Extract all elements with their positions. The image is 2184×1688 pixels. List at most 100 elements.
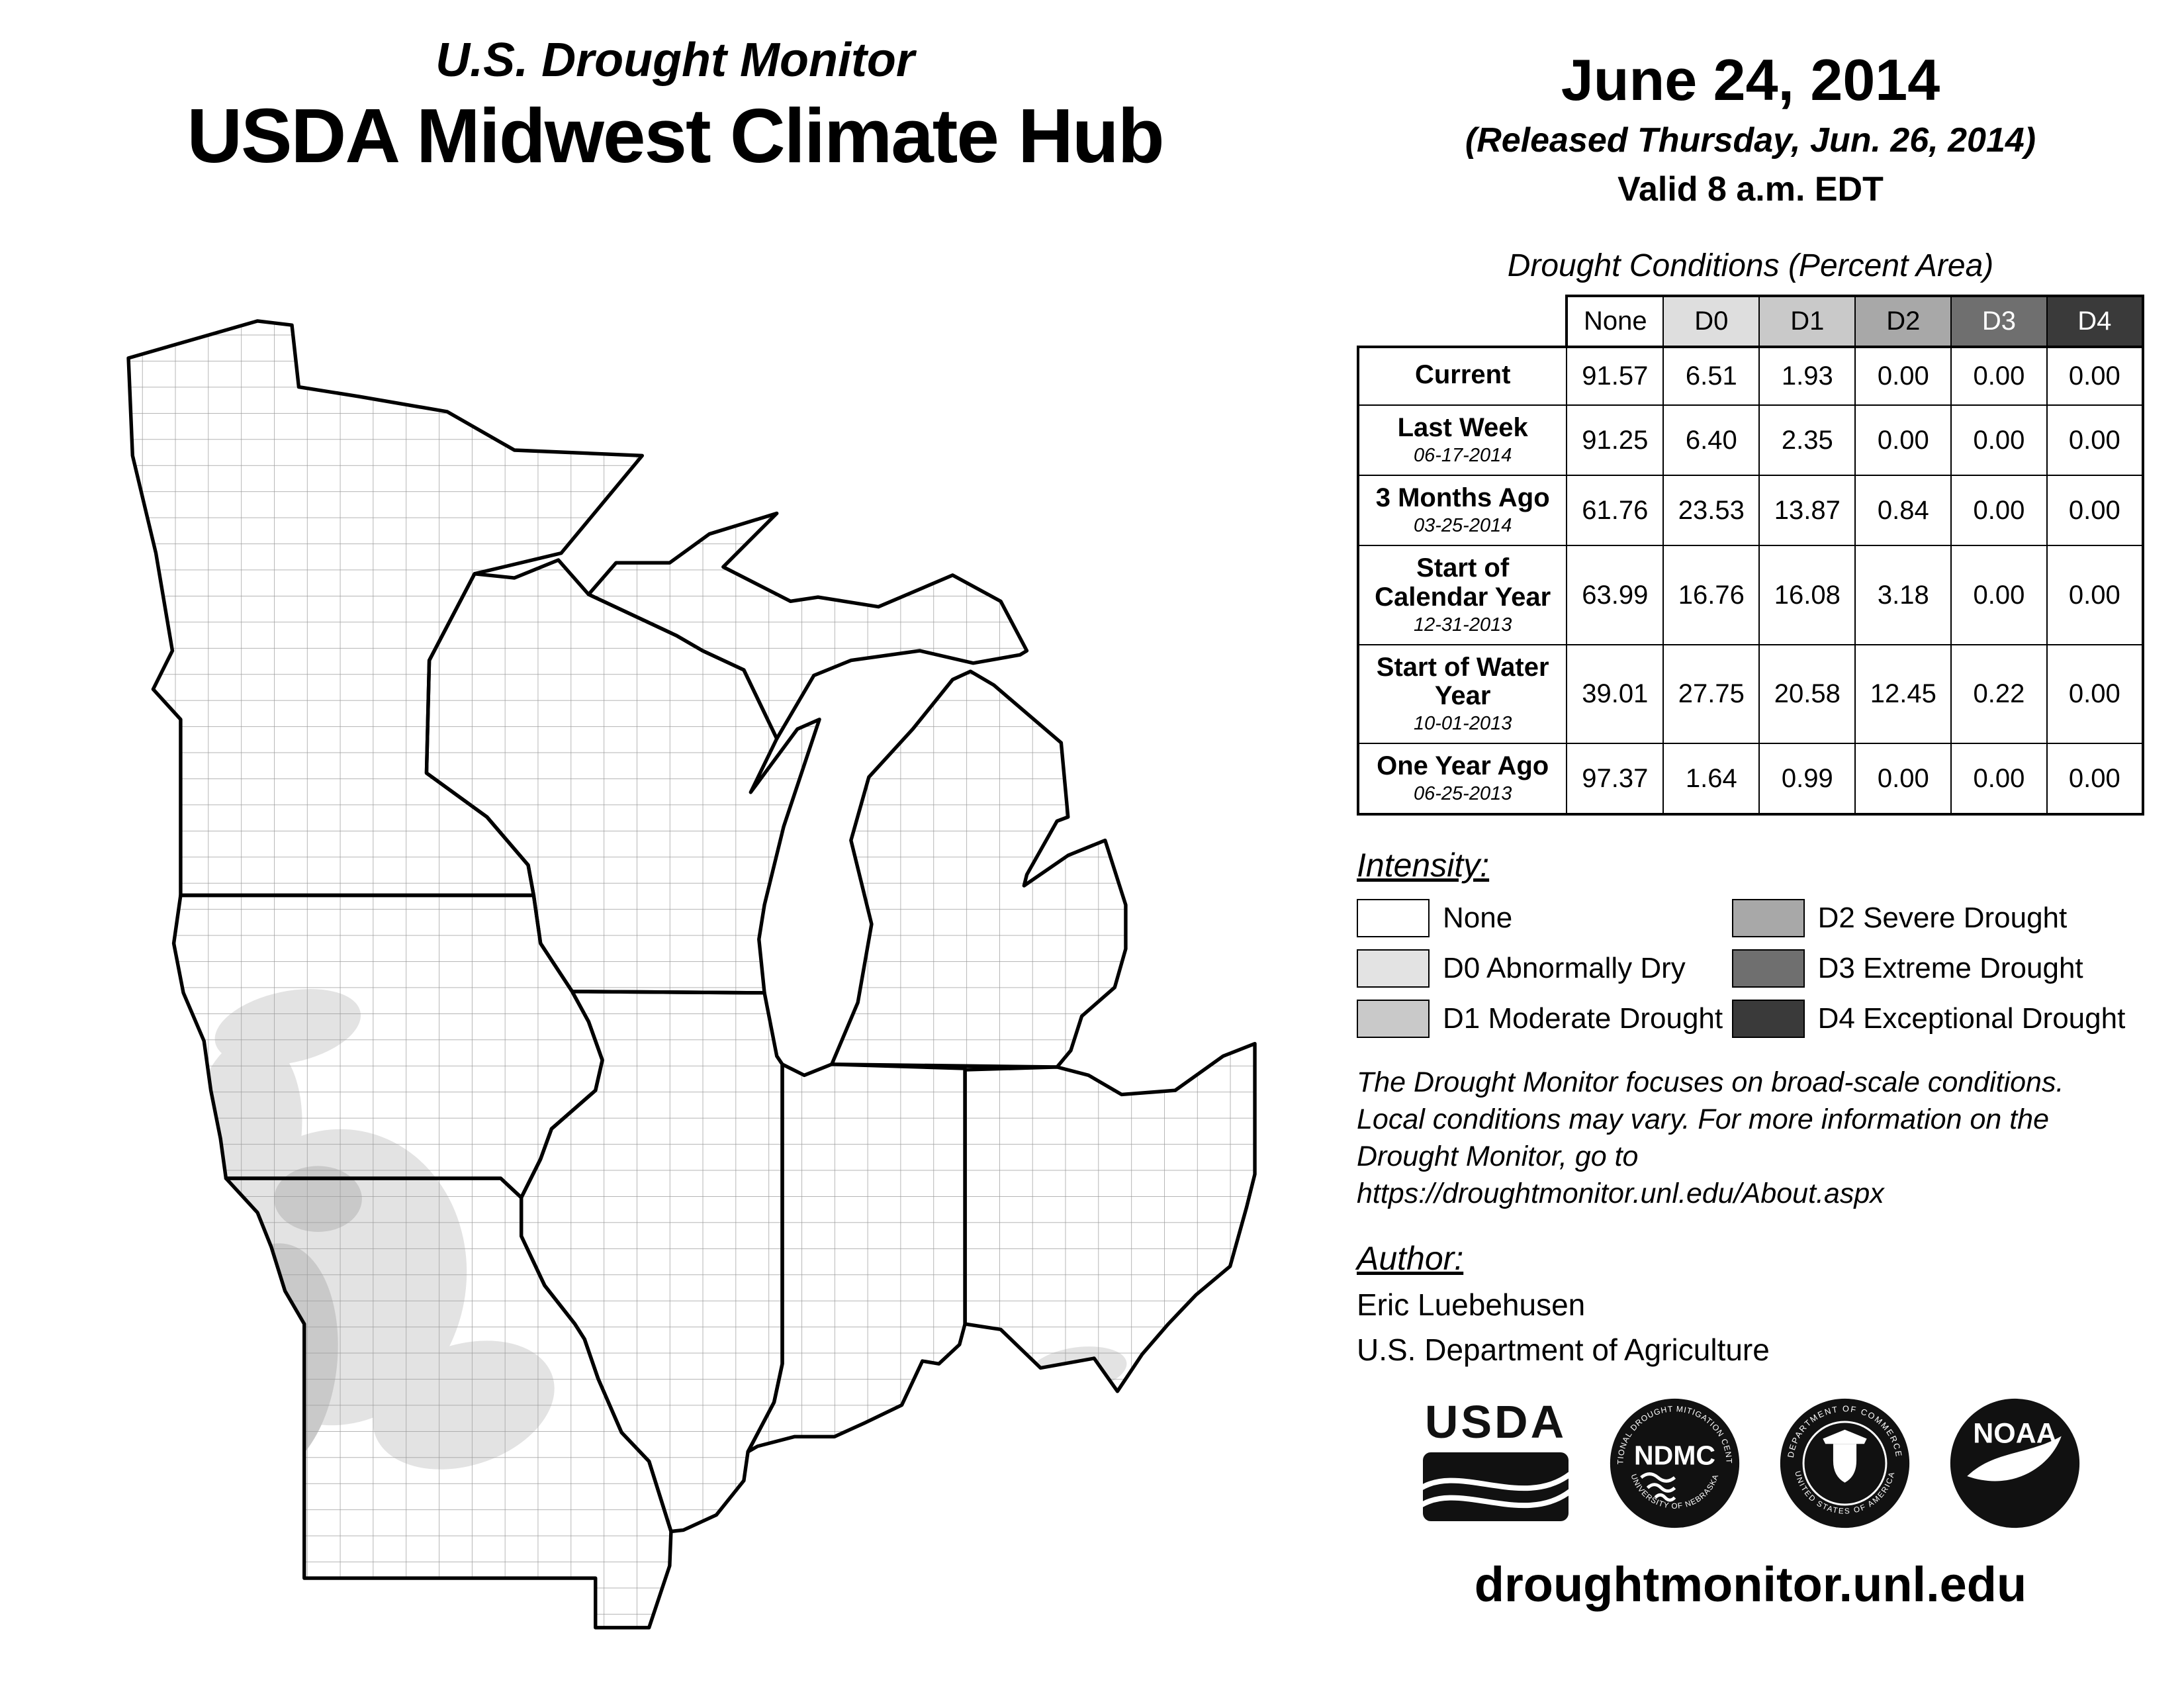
legend-title: Intensity: (1357, 847, 1490, 884)
cell-value: 2.35 (1758, 404, 1856, 477)
cell-value: 0.00 (2046, 475, 2145, 547)
cell-value: 0.00 (2046, 643, 2145, 745)
noaa-bird-icon (1966, 1436, 2062, 1481)
cell-value: 0.00 (2046, 346, 2145, 406)
cell-value: 13.87 (1758, 475, 1856, 547)
date-block: June 24, 2014 (Released Thursday, Jun. 2… (1357, 46, 2144, 209)
map-date: June 24, 2014 (1561, 47, 1940, 113)
drought-conditions-table: None D0 D1 D2 D3 D4 Current 91.57 6.51 1… (1356, 295, 2145, 816)
row-sublabel: 12-31-2013 (1414, 614, 1512, 635)
cell-value: 39.01 (1566, 643, 1664, 745)
legend-item-d2: D2 Severe Drought (1731, 899, 2144, 938)
page-title: USDA Midwest Climate Hub (187, 93, 1164, 179)
cell-value: 0.00 (1854, 404, 1952, 477)
cell-value: 0.00 (1950, 545, 2048, 645)
row-label-cell: 3 Months Ago 03-25-2014 (1356, 475, 1568, 547)
legend-label: D2 Severe Drought (1817, 902, 2068, 935)
cell-value: 20.58 (1758, 643, 1856, 745)
legend-swatch-d3 (1731, 949, 1805, 988)
legend-swatch-d1 (1357, 1000, 1430, 1039)
midwest-drought-map (109, 301, 1291, 1635)
column-header-d3: D3 (1950, 295, 2048, 348)
row-label-cell: One Year Ago 06-25-2013 (1356, 743, 1568, 816)
cell-value: 0.00 (1950, 346, 2048, 406)
usda-logo: USDA (1422, 1396, 1569, 1521)
cell-value: 0.99 (1758, 743, 1856, 816)
state-michigan-up (586, 511, 1029, 741)
cell-value: 27.75 (1662, 643, 1760, 745)
state-iowa (171, 893, 604, 1199)
ndmc-logo-text: NDMC (1634, 1440, 1715, 1470)
state-borders (126, 319, 1257, 1630)
doc-seal-logo: DEPARTMENT OF COMMERCE UNITED STATES OF … (1780, 1398, 1909, 1528)
state-michigan-lp (830, 669, 1128, 1069)
ndmc-waves-icon (1639, 1472, 1676, 1502)
table-header-row: None D0 D1 D2 D3 D4 (1358, 295, 2145, 348)
row-sublabel: 06-17-2014 (1414, 445, 1512, 467)
legend-item-d0: D0 Abnormally Dry (1357, 949, 1725, 988)
cell-value: 12.45 (1854, 643, 1952, 745)
cell-value: 0.00 (2046, 545, 2145, 645)
cell-value: 1.64 (1662, 743, 1760, 816)
disclaimer-line: The Drought Monitor focuses on broad-sca… (1357, 1066, 2064, 1099)
row-label-cell: Current (1356, 346, 1568, 406)
noaa-logo-text: NOAA (1973, 1417, 2056, 1449)
column-header-d0: D0 (1662, 295, 1760, 348)
legend-swatch-d2 (1731, 899, 1805, 938)
author-section: Author: Eric Luebehusen U.S. Department … (1357, 1239, 2144, 1368)
valid-time: Valid 8 a.m. EDT (1617, 170, 1884, 209)
table-row: 3 Months Ago 03-25-2014 61.76 23.53 13.8… (1356, 475, 2145, 547)
usda-logo-swoosh-icon (1422, 1470, 1569, 1509)
author-heading: Author: (1357, 1239, 1464, 1277)
legend-swatch-none (1357, 899, 1430, 938)
disclaimer-line: Local conditions may vary. For more info… (1357, 1103, 2050, 1136)
table-row: Current 91.57 6.51 1.93 0.00 0.00 0.00 (1356, 346, 2145, 406)
cell-value: 61.76 (1566, 475, 1664, 547)
column-header-none: None (1565, 295, 1664, 348)
disclaimer-line: Drought Monitor, go to https://droughtmo… (1357, 1141, 1884, 1209)
legend-label: D0 Abnormally Dry (1443, 952, 1686, 985)
cell-value: 0.00 (1950, 743, 2048, 816)
usda-logo-text: USDA (1424, 1396, 1566, 1448)
cell-value: 0.00 (1950, 475, 2048, 547)
legend-item-none: None (1357, 899, 1725, 938)
ndmc-logo: NATIONAL DROUGHT MITIGATION CENTER UNIVE… (1610, 1398, 1739, 1528)
table-corner-cell (1358, 296, 1567, 347)
cell-value: 0.00 (1950, 404, 2048, 477)
report-supertitle: U.S. Drought Monitor (435, 34, 915, 87)
legend-item-d1: D1 Moderate Drought (1357, 1000, 1725, 1039)
legend-item-d4: D4 Exceptional Drought (1731, 1000, 2144, 1039)
state-ohio (963, 1041, 1257, 1393)
row-label-cell: Last Week 06-17-2014 (1356, 404, 1568, 477)
legend-label: D4 Exceptional Drought (1817, 1002, 2126, 1035)
table-row: One Year Ago 06-25-2013 97.37 1.64 0.99 … (1356, 743, 2145, 816)
row-label: Start of Calendar Year (1375, 553, 1551, 612)
column-header-d1: D1 (1758, 295, 1856, 348)
row-label-cell: Start of Calendar Year 12-31-2013 (1356, 545, 1568, 645)
row-label: Last Week (1397, 413, 1528, 442)
cell-value: 0.84 (1854, 475, 1952, 547)
author-org: U.S. Department of Agriculture (1357, 1332, 1770, 1367)
doc-emblem-icon (1822, 1429, 1867, 1483)
cell-value: 23.53 (1662, 475, 1760, 547)
row-label: One Year Ago (1377, 751, 1549, 781)
legend-swatch-d0 (1357, 949, 1430, 988)
cell-value: 1.93 (1758, 346, 1856, 406)
row-label: Start of Water Year (1376, 652, 1549, 710)
cell-value: 16.76 (1662, 545, 1760, 645)
row-sublabel: 10-01-2013 (1414, 713, 1512, 735)
legend-label: D1 Moderate Drought (1443, 1002, 1723, 1035)
row-label: 3 Months Ago (1375, 483, 1550, 513)
cell-value: 0.00 (1854, 346, 1952, 406)
legend-item-d3: D3 Extreme Drought (1731, 949, 2144, 988)
info-panel: June 24, 2014 (Released Thursday, Jun. 2… (1356, 46, 2145, 1613)
noaa-logo: NOAA (1950, 1398, 2079, 1528)
row-label: Current (1414, 359, 1511, 389)
table-row: Start of Calendar Year 12-31-2013 63.99 … (1356, 545, 2145, 645)
midwest-map-svg (126, 319, 1257, 1630)
state-missouri (224, 1176, 673, 1630)
cell-value: 97.37 (1566, 743, 1664, 816)
intensity-legend: Intensity: None D0 Abnormally Dry D1 Mod… (1357, 846, 2144, 1039)
table-row: Start of Water Year 10-01-2013 39.01 27.… (1356, 643, 2145, 745)
cell-value: 16.08 (1758, 545, 1856, 645)
